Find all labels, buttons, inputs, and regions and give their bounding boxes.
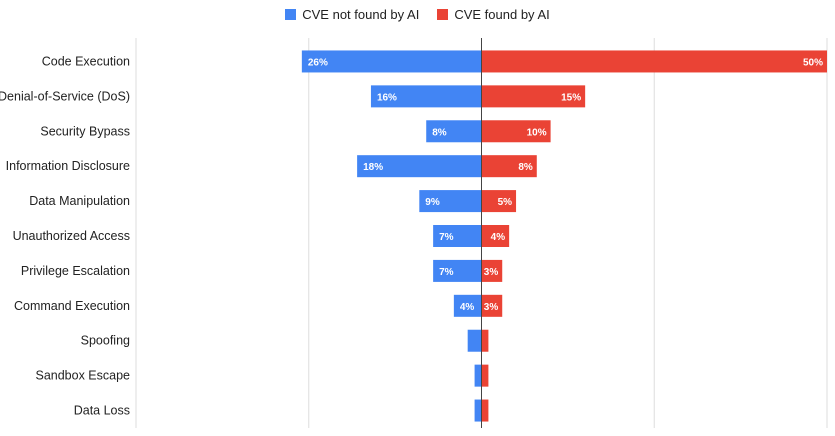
category-label: Security Bypass	[40, 124, 130, 138]
bar-not-found	[474, 399, 482, 422]
category-label: Code Execution	[42, 54, 130, 68]
data-label: 8%	[432, 127, 447, 138]
data-label: 50%	[803, 57, 823, 68]
bar-not-found	[357, 155, 482, 178]
bar-found	[481, 50, 827, 73]
data-label: 18%	[363, 162, 383, 173]
bar-not-found	[301, 50, 482, 73]
category-label: Data Loss	[74, 404, 130, 418]
bar-found	[481, 225, 510, 247]
bar-not-found	[433, 259, 482, 282]
bar-found	[481, 329, 489, 352]
data-label: 4%	[460, 302, 475, 313]
data-label: 15%	[561, 92, 581, 103]
data-label: 10%	[527, 127, 547, 138]
data-label: 7%	[439, 267, 454, 278]
legend: CVE not found by AI CVE found by AI	[0, 7, 835, 22]
bar-not-found	[453, 294, 482, 317]
data-label: 7%	[439, 232, 454, 243]
legend-item-not-found[interactable]: CVE not found by AI	[285, 7, 419, 22]
bar-found	[481, 155, 537, 178]
category-label: Denial-of-Service (DoS)	[0, 89, 130, 103]
category-label: Spoofing	[81, 334, 130, 348]
bar-found	[481, 85, 586, 108]
bar-found	[481, 364, 489, 387]
data-label: 16%	[377, 92, 397, 103]
bar-not-found	[467, 329, 482, 352]
data-label: 4%	[491, 232, 506, 243]
bar-not-found	[433, 225, 482, 247]
category-label: Privilege Escalation	[21, 264, 130, 278]
data-label: 26%	[308, 57, 328, 68]
bar-found	[481, 294, 503, 317]
data-label: 9%	[425, 197, 440, 208]
category-label: Data Manipulation	[29, 194, 130, 208]
data-label: 8%	[518, 162, 533, 173]
data-label: 3%	[484, 302, 499, 313]
legend-label-not-found: CVE not found by AI	[302, 7, 420, 22]
legend-swatch-red	[437, 9, 449, 20]
bar-found	[481, 399, 489, 422]
legend-swatch-blue	[285, 9, 297, 20]
category-label: Sandbox Escape	[35, 369, 130, 383]
category-label: Information Disclosure	[6, 159, 130, 173]
bar-not-found	[474, 364, 482, 387]
data-label: 3%	[484, 267, 499, 278]
bar-not-found	[426, 120, 482, 143]
legend-label-found: CVE found by AI	[454, 7, 550, 22]
bar-not-found	[419, 190, 482, 213]
bar-found	[481, 190, 517, 213]
category-label: Command Execution	[14, 299, 130, 313]
legend-item-found[interactable]: CVE found by AI	[437, 7, 550, 22]
bar-found	[481, 259, 503, 282]
bar-not-found	[370, 85, 482, 108]
bar-found	[481, 120, 551, 143]
data-label: 5%	[498, 197, 513, 208]
category-label: Unauthorized Access	[13, 229, 130, 243]
